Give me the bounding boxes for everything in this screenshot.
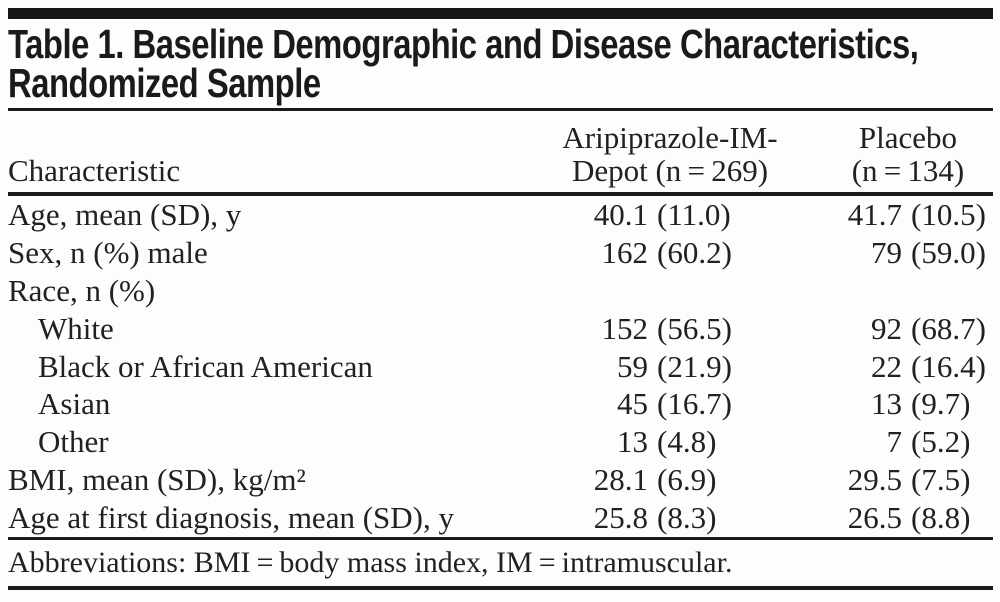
top-bar-rule: [8, 8, 993, 19]
table-header-row: Characteristic Aripiprazole-IM- Depot (n…: [0, 112, 1000, 192]
row-label: Other: [38, 424, 109, 460]
column-header-treatment-line2: Depot (n = 269): [571, 153, 769, 188]
treatment-value: 152 (56.5): [540, 310, 740, 348]
placebo-value: 79 (59.0): [740, 234, 1000, 272]
table-row-group-race: Race, n (%): [0, 272, 1000, 310]
row-label: Asian: [38, 386, 111, 422]
placebo-value-number: 41.7: [847, 197, 902, 232]
row-label: White: [38, 310, 114, 346]
row-label: Black or African American: [38, 348, 373, 384]
treatment-value-number: 45: [617, 386, 648, 422]
table-row: BMI, mean (SD), kg/m² 28.1 (6.9) 29.5 (7…: [0, 461, 1000, 499]
table-row: Age at first diagnosis, mean (SD), y 25.…: [0, 499, 1000, 537]
treatment-value: 40.1 (11.0): [540, 196, 740, 234]
table-row: Other 13 (4.8) 7 (5.2): [0, 423, 1000, 461]
placebo-value-number: 22: [871, 348, 902, 384]
treatment-value-paren: (4.8): [657, 424, 717, 460]
treatment-value-paren: (8.3): [657, 500, 717, 536]
treatment-value-number: 40.1: [593, 197, 648, 232]
treatment-value: 59 (21.9): [540, 348, 740, 386]
table-title-line1: Table 1. Baseline Demographic and Diseas…: [8, 21, 919, 67]
treatment-value: [540, 272, 740, 310]
row-label: Sex, n (%) male: [8, 234, 208, 270]
treatment-value: 45 (16.7): [540, 385, 740, 423]
row-label: BMI, mean (SD), kg/m²: [8, 462, 306, 498]
table-title: Table 1. Baseline Demographic and Diseas…: [8, 21, 919, 106]
table-row: Black or African American 59 (21.9) 22 (…: [0, 348, 1000, 386]
placebo-value: [740, 272, 1000, 310]
divider-above-footnote: [8, 537, 993, 540]
table-title-line2: Randomized Sample: [8, 60, 321, 106]
column-header-placebo-line2: (n = 134): [851, 153, 965, 188]
treatment-value-paren: (11.0): [657, 197, 731, 232]
placebo-value-number: 92: [871, 310, 902, 346]
placebo-value-paren: (9.7): [911, 386, 971, 422]
placebo-value-paren: (59.0): [911, 234, 986, 270]
table-footnote: Abbreviations: BMI = body mass index, IM…: [8, 546, 733, 579]
placebo-value-paren: (10.5): [911, 197, 986, 232]
treatment-value-number: 152: [601, 310, 649, 346]
treatment-value-number: 162: [601, 234, 649, 270]
row-label: Age, mean (SD), y: [8, 197, 242, 232]
treatment-value: 162 (60.2): [540, 234, 740, 272]
placebo-value: 22 (16.4): [740, 348, 1000, 386]
placebo-value-number: 7: [886, 424, 903, 460]
table-body: Age, mean (SD), y 40.1 (11.0) 41.7 (10.5…: [0, 196, 1000, 537]
treatment-value: 25.8 (8.3): [540, 499, 740, 537]
placebo-value: 13 (9.7): [740, 385, 1000, 423]
divider-below-header: [8, 192, 993, 196]
treatment-value-number: 25.8: [593, 500, 648, 536]
placebo-value-paren: (5.2): [911, 424, 971, 460]
placebo-value-paren: (8.8): [911, 500, 971, 536]
treatment-value-number: 13: [617, 424, 648, 460]
placebo-value-number: 79: [871, 234, 902, 270]
treatment-value: 13 (4.8): [540, 423, 740, 461]
treatment-value-number: 59: [617, 348, 648, 384]
column-header-treatment: Aripiprazole-IM- Depot (n = 269): [545, 121, 795, 187]
column-header-characteristic: Characteristic: [8, 153, 181, 188]
placebo-value-number: 13: [871, 386, 902, 422]
placebo-value-paren: (7.5): [911, 462, 971, 498]
placebo-value-number: 26.5: [847, 500, 902, 536]
treatment-value-paren: (6.9): [657, 462, 717, 498]
divider-below-title: [8, 108, 993, 111]
treatment-value: 28.1 (6.9): [540, 461, 740, 499]
table-row: White 152 (56.5) 92 (68.7): [0, 310, 1000, 348]
placebo-value: 92 (68.7): [740, 310, 1000, 348]
placebo-value: 26.5 (8.8): [740, 499, 1000, 537]
treatment-value-number: [540, 272, 648, 310]
table-row: Asian 45 (16.7) 13 (9.7): [0, 385, 1000, 423]
treatment-value-number: 28.1: [593, 462, 648, 498]
placebo-value: 29.5 (7.5): [740, 461, 1000, 499]
placebo-value-paren: (16.4): [911, 348, 986, 384]
placebo-value-number: [740, 272, 902, 310]
column-header-placebo-line1: Placebo: [858, 120, 958, 155]
column-header-placebo: Placebo (n = 134): [783, 121, 1000, 187]
bottom-rule: [8, 586, 993, 590]
table-row: Sex, n (%) male 162 (60.2) 79 (59.0): [0, 234, 1000, 272]
treatment-value-paren: (21.9): [657, 348, 732, 384]
treatment-value-paren: [657, 272, 740, 310]
treatment-value-paren: (56.5): [657, 310, 732, 346]
treatment-value-paren: (16.7): [657, 386, 732, 422]
placebo-value-number: 29.5: [847, 462, 902, 498]
table-row: Age, mean (SD), y 40.1 (11.0) 41.7 (10.5…: [0, 196, 1000, 234]
row-label: Race, n (%): [8, 272, 156, 308]
column-header-treatment-line1: Aripiprazole-IM-: [562, 120, 778, 155]
placebo-value-paren: [911, 272, 1000, 310]
placebo-value: 7 (5.2): [740, 423, 1000, 461]
placebo-value-paren: (68.7): [911, 310, 986, 346]
row-label: Age at first diagnosis, mean (SD), y: [8, 500, 454, 536]
treatment-value-paren: (60.2): [657, 234, 732, 270]
placebo-value: 41.7 (10.5): [740, 196, 1000, 234]
